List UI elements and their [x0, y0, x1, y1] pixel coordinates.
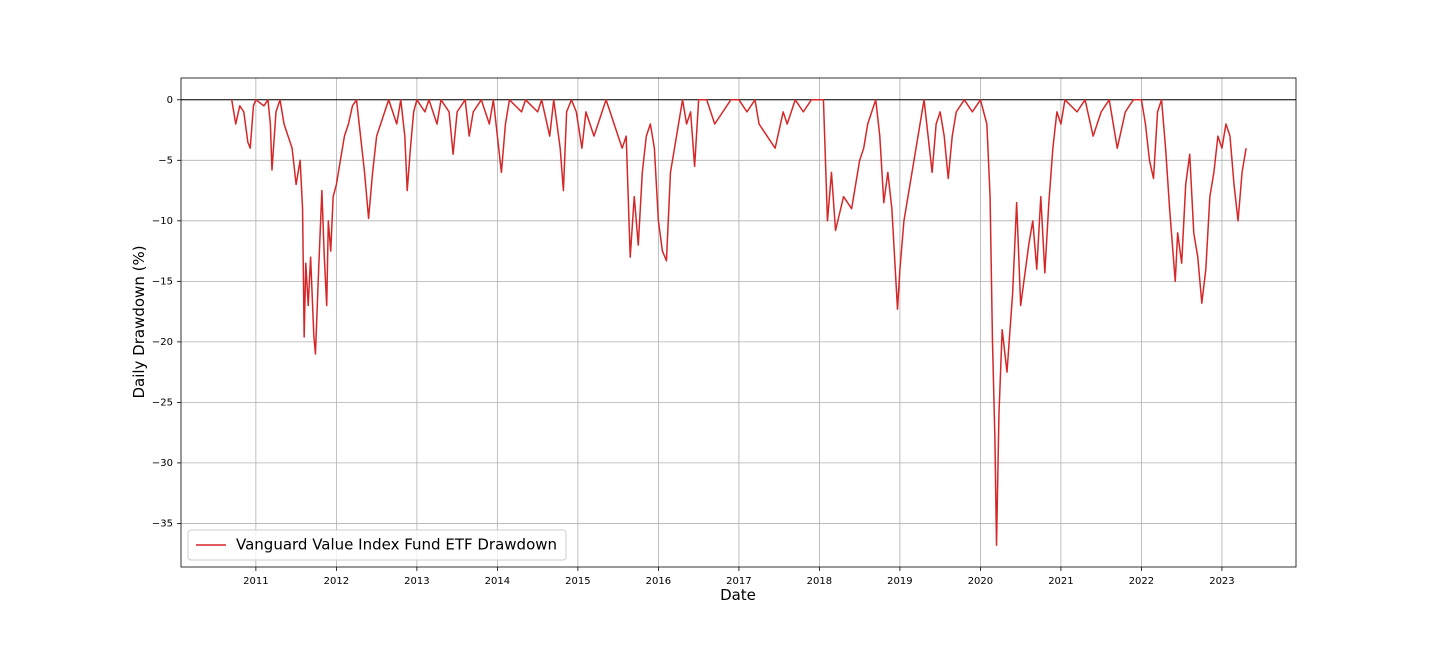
x-tick-label: 2016 [646, 576, 671, 587]
y-tick-label: 0 [167, 95, 173, 106]
legend: Vanguard Value Index Fund ETF Drawdown [187, 529, 567, 561]
y-tick-label: −30 [152, 458, 173, 469]
x-tick-label: 2015 [565, 576, 590, 587]
x-tick-label: 2017 [726, 576, 751, 587]
x-tick-label: 2011 [243, 576, 268, 587]
x-tick-label: 2021 [1048, 576, 1073, 587]
x-tick-label: 2018 [807, 576, 832, 587]
legend-frame [187, 529, 567, 561]
x-tick-label: 2013 [404, 576, 429, 587]
x-tick-label: 2014 [485, 576, 510, 587]
x-tick-label: 2012 [324, 576, 349, 587]
x-axis-label: Date [720, 586, 756, 604]
x-tick-label: 2023 [1209, 576, 1234, 587]
y-tick-label: −35 [152, 518, 173, 529]
y-tick-label: −5 [158, 155, 173, 166]
x-tick-label: 2019 [887, 576, 912, 587]
y-tick-label: −25 [152, 397, 173, 408]
x-tick-label: 2022 [1129, 576, 1154, 587]
drawdown-line [230, 99, 1247, 546]
y-tick-label: −20 [152, 337, 173, 348]
legend-label: Vanguard Value Index Fund ETF Drawdown [236, 536, 557, 554]
x-tick-label: 2020 [968, 576, 993, 587]
plot-frame [180, 77, 1297, 568]
y-tick-label: −10 [152, 216, 173, 227]
plot [181, 99, 1296, 546]
y-tick-label: −15 [152, 276, 173, 287]
y-axis-label: Daily Drawdown (%) [130, 245, 148, 398]
